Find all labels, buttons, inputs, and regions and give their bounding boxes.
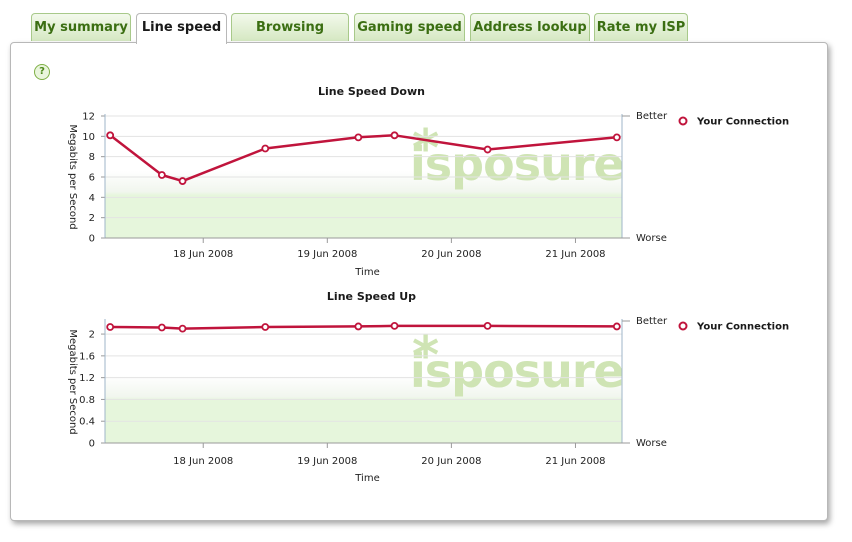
data-point — [612, 322, 621, 331]
y-tick-label: 12 — [82, 112, 95, 123]
tab-rate-my-isp[interactable]: Rate my ISP — [594, 13, 688, 41]
data-point — [157, 171, 166, 179]
x-tick-label: 18 Jun 2008 — [173, 249, 233, 260]
data-point — [106, 323, 115, 331]
rating-worse-label: Worse — [636, 233, 667, 244]
x-tick-label: 20 Jun 2008 — [421, 249, 481, 260]
y-tick-label: 0 — [89, 439, 95, 450]
legend-label: Your Connection — [696, 117, 789, 128]
rating-better-label: Better — [636, 111, 668, 122]
x-tick-label: 21 Jun 2008 — [545, 249, 605, 260]
x-tick-label: 18 Jun 2008 — [173, 456, 233, 467]
y-tick-label: 0 — [89, 234, 95, 245]
data-point — [354, 322, 363, 331]
y-tick-label: 0.8 — [79, 395, 95, 406]
x-tick-label: 19 Jun 2008 — [297, 456, 357, 467]
y-tick-label: 1.2 — [79, 373, 95, 384]
legend-label: Your Connection — [696, 322, 789, 333]
data-point — [106, 131, 115, 140]
watermark-logo: isposure — [410, 344, 624, 398]
tab-address-lookup[interactable]: Address lookup — [470, 13, 590, 41]
y-tick-label: 8 — [89, 152, 95, 163]
plot-area — [105, 321, 622, 443]
chart-title: Line Speed Down — [318, 85, 425, 98]
watermark-logo: isposure — [410, 137, 624, 191]
y-axis-label: Megabits per Second — [67, 124, 78, 229]
x-tick-label: 21 Jun 2008 — [545, 456, 605, 467]
y-tick-label: 10 — [82, 132, 95, 143]
x-tick-label: 19 Jun 2008 — [297, 249, 357, 260]
data-point — [261, 323, 270, 331]
data-point — [390, 322, 399, 330]
y-tick-label: 2 — [89, 213, 95, 224]
y-tick-label: 1.6 — [79, 351, 95, 362]
line-speed-down-chart: Line Speed Down isposure* 0 2 4 6 8 10 12 18 Jun … — [67, 85, 789, 278]
tab-my-summary[interactable]: My summary — [31, 13, 131, 41]
y-tick-label: 2 — [89, 330, 95, 341]
legend-marker — [678, 321, 688, 331]
y-axis-label: Megabits per Second — [67, 329, 78, 434]
rating-better-label: Better — [636, 316, 668, 327]
tab-gaming-speed[interactable]: Gaming speed — [354, 13, 465, 41]
data-point — [157, 323, 166, 332]
data-point — [483, 322, 492, 330]
y-tick-label: 0.4 — [79, 417, 95, 428]
x-axis-label: Time — [354, 267, 379, 278]
tab-browsing-speed[interactable]: Browsing speed — [231, 13, 349, 63]
x-tick-label: 20 Jun 2008 — [421, 456, 481, 467]
data-point — [483, 145, 492, 154]
legend-marker — [678, 116, 688, 126]
rating-worse-label: Worse — [636, 438, 667, 449]
tab-line-speed[interactable]: Line speed — [136, 13, 227, 44]
watermark-asterisk: * — [412, 119, 439, 179]
chart-title: Line Speed Up — [327, 290, 416, 303]
y-tick-label: 6 — [89, 173, 95, 184]
data-point — [178, 177, 187, 185]
data-point — [390, 131, 399, 140]
data-point — [354, 133, 363, 142]
data-point — [261, 144, 270, 153]
data-point — [612, 133, 621, 142]
data-point — [178, 324, 187, 333]
x-axis-label: Time — [354, 473, 379, 484]
y-tick-label: 4 — [89, 193, 95, 204]
help-question-icon[interactable]: ? — [34, 64, 50, 80]
